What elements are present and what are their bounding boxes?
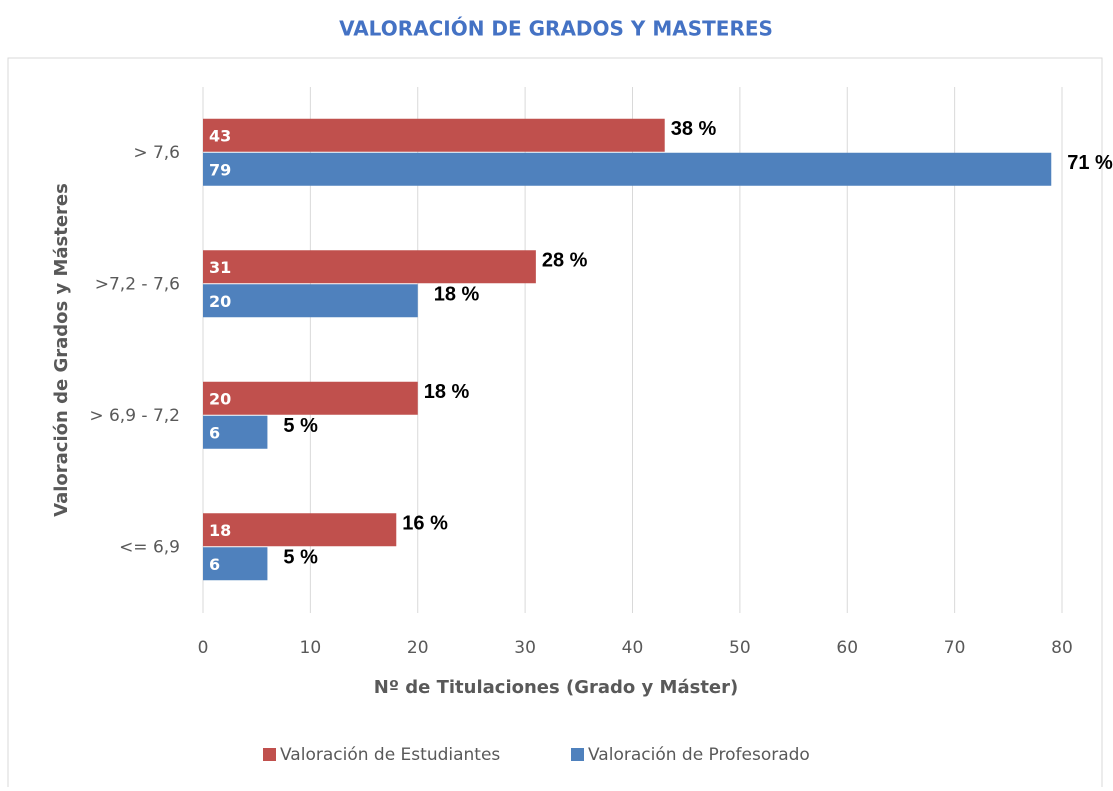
y-axis-label: Valoración de Grados y Másteres — [51, 183, 72, 517]
legend-label: Valoración de Profesorado — [588, 745, 810, 765]
share-label: 71 % — [1067, 152, 1113, 174]
x-tick-label: 20 — [407, 638, 429, 658]
value-label: 18 — [209, 521, 231, 540]
value-label: 20 — [209, 292, 231, 311]
bar — [203, 152, 1052, 186]
value-label: 20 — [209, 389, 231, 408]
y-tick-label: > 6,9 - 7,2 — [89, 406, 180, 426]
legend-label: Valoración de Estudiantes — [280, 745, 500, 765]
x-tick-label: 40 — [622, 638, 644, 658]
share-label: 5 % — [283, 415, 318, 437]
share-label: 16 % — [402, 513, 448, 535]
x-tick-label: 50 — [729, 638, 751, 658]
x-axis-label: Nº de Titulaciones (Grado y Máster) — [374, 677, 738, 698]
x-tick-label: 30 — [514, 638, 536, 658]
x-tick-label: 70 — [944, 638, 966, 658]
value-label: 79 — [209, 160, 231, 179]
bar — [203, 381, 418, 415]
chart-title: VALORACIÓN DE GRADOS Y MASTERES — [339, 17, 773, 41]
bar — [203, 250, 536, 284]
share-label: 5 % — [283, 547, 318, 569]
y-tick-label: > 7,6 — [133, 143, 180, 163]
value-label: 6 — [209, 423, 220, 442]
bar — [203, 415, 268, 449]
x-tick-label: 60 — [836, 638, 858, 658]
bar — [203, 284, 418, 318]
share-label: 28 % — [542, 250, 588, 272]
bar — [203, 118, 665, 152]
bar — [203, 513, 397, 547]
bar — [203, 547, 268, 581]
legend-swatch — [263, 748, 276, 761]
x-tick-label: 10 — [300, 638, 322, 658]
value-label: 6 — [209, 555, 220, 574]
share-label: 18 % — [424, 381, 470, 403]
share-label: 18 % — [434, 284, 480, 306]
legend-swatch — [571, 748, 584, 761]
y-tick-label: <= 6,9 — [119, 537, 180, 557]
value-label: 43 — [209, 126, 231, 145]
x-tick-label: 80 — [1051, 638, 1073, 658]
value-label: 31 — [209, 258, 231, 277]
y-tick-label: >7,2 - 7,6 — [95, 274, 180, 294]
x-tick-label: 0 — [198, 638, 209, 658]
share-label: 38 % — [671, 118, 717, 140]
